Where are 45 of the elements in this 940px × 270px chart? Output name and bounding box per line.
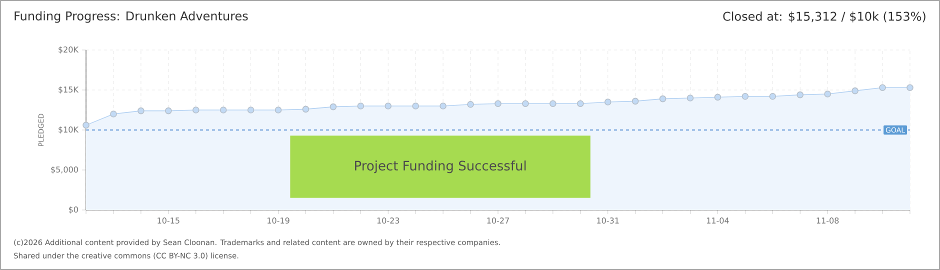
point [165,107,172,114]
point [192,106,200,114]
y-tick-label: $15K [58,86,79,94]
point [714,94,722,101]
point [576,100,584,107]
x-tick-label: 10-27 [487,218,509,224]
point [110,110,117,118]
x-tick-label: 10-23 [377,218,400,224]
x-tick-label: 11-04 [706,218,729,224]
point [138,107,144,114]
point [604,98,612,106]
y-tick-label: $0 [68,206,78,214]
y-tick-label: $5,000 [51,166,78,174]
point [440,102,446,110]
point [412,102,420,110]
point [247,106,254,114]
point [742,92,749,100]
point [82,122,90,129]
point [330,103,337,110]
point [769,92,776,100]
point [796,91,804,98]
x-tick-label: 10-31 [597,218,619,224]
x-tick-label: 10-15 [158,218,180,224]
point [632,98,639,105]
point [659,95,666,102]
point [357,102,364,110]
y-tick-label: $10K [58,126,79,134]
point [686,94,694,102]
point [879,84,886,91]
point [550,100,556,107]
x-tick-label: 10-19 [268,218,290,224]
chart-subtitle: Closed at: $15,312 / $10k (153%) [723,12,926,22]
point [302,106,310,113]
chart-title: Funding Progress: Drunken Adventures [14,11,248,23]
point [274,106,282,114]
point [522,100,529,107]
point [494,100,502,107]
point [384,102,392,110]
point [467,100,474,108]
y-tick-label: $20K [58,46,79,54]
point [906,84,914,91]
point [220,106,227,114]
point [852,87,858,94]
x-tick-label: 11-08 [816,218,839,224]
point [824,90,831,98]
